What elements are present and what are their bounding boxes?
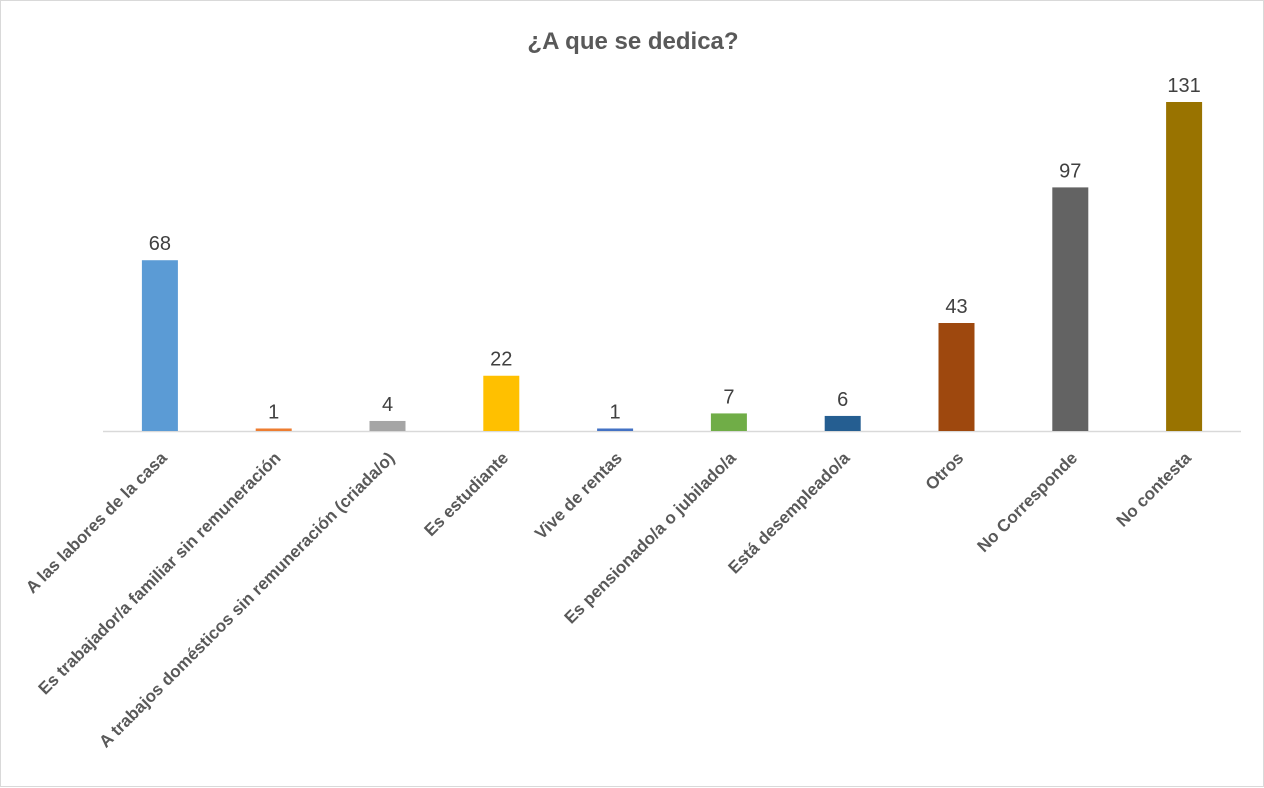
bar-6: [824, 415, 861, 431]
bar-0: [141, 260, 178, 431]
category-label-8: No Corresponde: [974, 448, 1082, 556]
value-labels-group: 68 1 4 22 1 7 6 43 97 131: [149, 75, 1201, 423]
bar-3: [483, 375, 520, 431]
value-label-7: 43: [945, 296, 967, 318]
value-label-2: 4: [382, 394, 393, 416]
value-label-4: 1: [610, 401, 621, 423]
category-label-1: Es trabajador/a familiar sin remuneració…: [35, 448, 285, 698]
value-label-6: 6: [837, 389, 848, 411]
bar-2: [369, 420, 406, 431]
category-label-6: Está desempleado/a: [725, 448, 854, 577]
value-label-3: 22: [490, 349, 512, 371]
bars-group: [141, 102, 1203, 431]
bar-4: [597, 428, 634, 431]
category-label-3: Es estudiante: [421, 448, 513, 540]
bar-7: [938, 323, 975, 431]
value-label-9: 131: [1167, 75, 1200, 97]
value-label-5: 7: [723, 386, 734, 408]
chart-title: ¿A que se dedica?: [527, 28, 738, 55]
value-label-8: 97: [1059, 160, 1081, 182]
bar-5: [710, 413, 747, 431]
bar-9: [1166, 102, 1203, 431]
value-label-0: 68: [149, 233, 171, 255]
value-label-1: 1: [268, 401, 279, 423]
bar-8: [1052, 187, 1089, 431]
category-label-9: No contesta: [1113, 448, 1196, 531]
bar-1: [255, 428, 292, 431]
category-label-7: Otros: [922, 448, 967, 493]
category-label-4: Vive de rentas: [531, 448, 626, 543]
